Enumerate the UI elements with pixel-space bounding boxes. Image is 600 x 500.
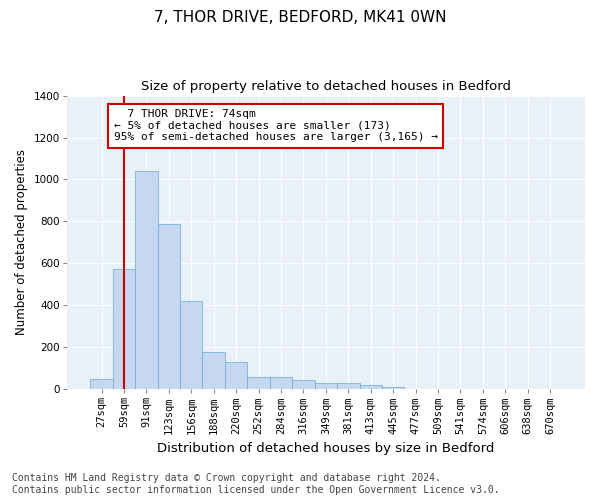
Bar — [135, 171, 158, 389]
Bar — [225, 362, 247, 389]
Bar — [359, 385, 382, 389]
Text: 7 THOR DRIVE: 74sqm
← 5% of detached houses are smaller (173)
95% of semi-detach: 7 THOR DRIVE: 74sqm ← 5% of detached hou… — [114, 109, 438, 142]
Bar — [292, 380, 314, 389]
Title: Size of property relative to detached houses in Bedford: Size of property relative to detached ho… — [141, 80, 511, 93]
Bar — [202, 352, 225, 389]
Bar — [270, 378, 292, 389]
Bar — [91, 380, 113, 389]
Bar — [314, 384, 337, 389]
Bar — [337, 384, 359, 389]
Text: Contains HM Land Registry data © Crown copyright and database right 2024.
Contai: Contains HM Land Registry data © Crown c… — [12, 474, 500, 495]
Y-axis label: Number of detached properties: Number of detached properties — [15, 150, 28, 336]
Bar — [247, 377, 270, 389]
Bar — [113, 269, 135, 389]
Bar — [158, 224, 180, 389]
X-axis label: Distribution of detached houses by size in Bedford: Distribution of detached houses by size … — [157, 442, 494, 455]
Bar — [180, 301, 202, 389]
Bar — [382, 386, 404, 389]
Text: 7, THOR DRIVE, BEDFORD, MK41 0WN: 7, THOR DRIVE, BEDFORD, MK41 0WN — [154, 10, 446, 25]
